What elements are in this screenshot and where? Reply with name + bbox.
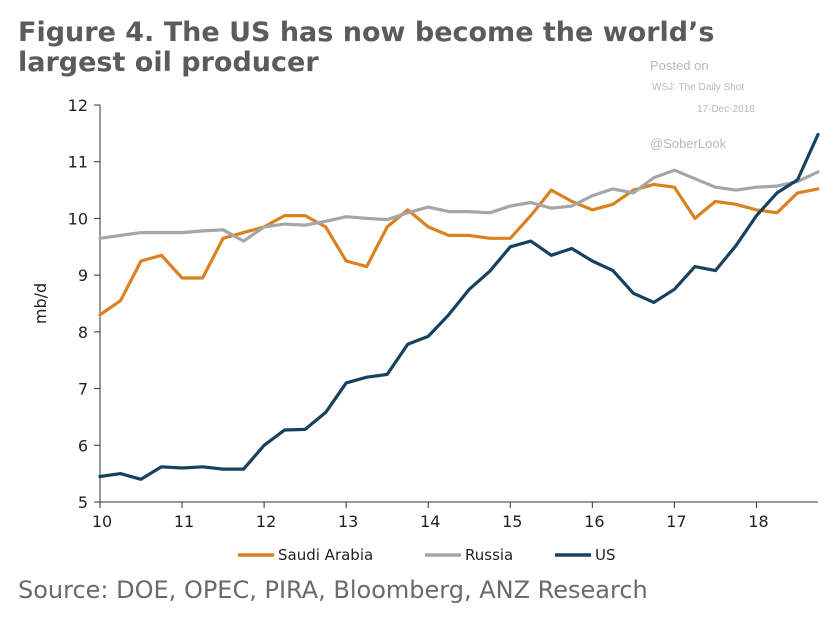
watermark-handle: @SoberLook xyxy=(650,136,727,151)
series-line-saudi-arabia xyxy=(98,182,820,317)
y-tick-label: 7 xyxy=(78,380,88,399)
x-tick-label: 17 xyxy=(666,512,686,531)
x-tick-label: 11 xyxy=(174,512,194,531)
y-tick-label: 11 xyxy=(68,153,88,172)
y-tick-label: 6 xyxy=(78,436,88,455)
x-tick-label: 15 xyxy=(502,512,522,531)
series-line-russia xyxy=(98,168,820,243)
watermark-source: WSJ: The Daily Shot xyxy=(652,82,745,93)
x-tick-label: 10 xyxy=(92,512,112,531)
x-tick-label: 12 xyxy=(256,512,276,531)
y-tick-label: 9 xyxy=(78,266,88,285)
y-tick-label: 5 xyxy=(78,493,88,512)
y-tick-label: 12 xyxy=(68,96,88,115)
legend: Saudi Arabia Russia US xyxy=(238,546,616,564)
watermark-posted-on: Posted on xyxy=(650,58,709,73)
y-axis-title: mb/d xyxy=(31,283,50,324)
x-tick-label: 18 xyxy=(748,512,768,531)
legend-label-russia: Russia xyxy=(465,546,513,564)
series-line-us xyxy=(98,132,820,481)
legend-label-us: US xyxy=(595,546,616,564)
y-tick-label: 8 xyxy=(78,323,88,342)
axes: 5 6 7 8 9 10 11 12 10 11 12 13 14 15 16 17 18 mb/d xyxy=(31,96,818,531)
x-tick-label: 13 xyxy=(338,512,358,531)
y-tick-label: 10 xyxy=(68,209,88,228)
series-lines xyxy=(98,132,820,481)
legend-label-saudi-arabia: Saudi Arabia xyxy=(278,546,373,564)
x-tick-label: 16 xyxy=(584,512,604,531)
figure-title: Figure 4. The US has now become the worl… xyxy=(18,17,715,78)
watermark-date: 17-Dec-2018 xyxy=(697,104,755,115)
x-tick-label: 14 xyxy=(420,512,440,531)
source-note: Source: DOE, OPEC, PIRA, Bloomberg, ANZ … xyxy=(18,576,648,604)
